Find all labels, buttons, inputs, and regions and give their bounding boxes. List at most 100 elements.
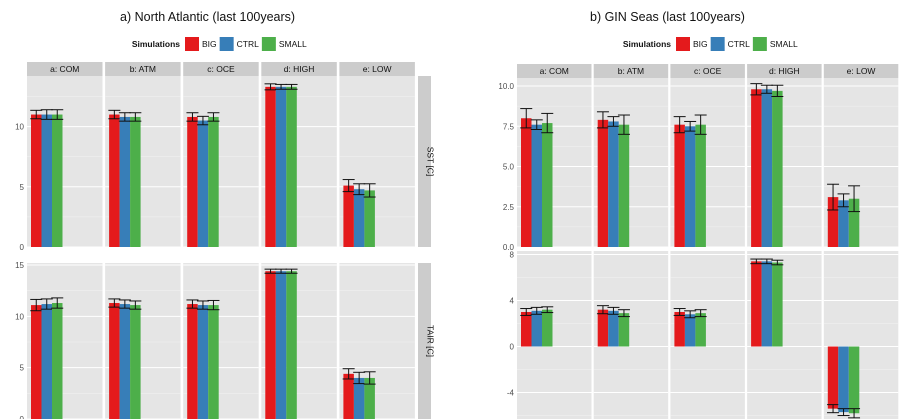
error-bar xyxy=(848,185,861,213)
bar-big-b xyxy=(109,114,120,247)
legend: Simulations BIG CTRL SMALL xyxy=(623,37,798,51)
error-bar xyxy=(607,306,620,315)
row-label: TAIR [C] xyxy=(426,325,436,357)
error-bar xyxy=(353,183,366,196)
y-tick-label: 5.0 xyxy=(503,163,515,172)
bar-small-e xyxy=(364,190,375,247)
legend-swatch-big xyxy=(676,37,690,51)
chart-gin-seas: b) GIN Seas (last 100years) Simulations BI… xyxy=(498,10,899,419)
bar-big-a xyxy=(31,114,42,247)
error-bar xyxy=(541,306,554,314)
error-bar xyxy=(207,299,220,311)
y-tick-label: 4 xyxy=(510,296,515,305)
y-tick-label: 0 xyxy=(20,243,25,252)
bar-small-e xyxy=(848,346,860,414)
chart-title: b) GIN Seas (last 100years) xyxy=(590,10,745,24)
legend-label-ctrl: CTRL xyxy=(728,39,750,49)
error-bar xyxy=(51,109,64,120)
error-bar xyxy=(848,408,861,419)
y-tick-label: 0 xyxy=(510,343,515,352)
bar-ctrl-c xyxy=(684,126,696,247)
error-bar xyxy=(129,300,142,310)
legend: Simulations BIG CTRL SMALL xyxy=(132,37,307,51)
y-tick-label: 5 xyxy=(20,183,25,192)
y-tick-label: 5 xyxy=(20,364,25,373)
error-bar xyxy=(837,193,850,208)
error-bar xyxy=(541,112,554,134)
legend-label-small: SMALL xyxy=(770,39,798,49)
bar-big-b xyxy=(597,119,609,247)
error-bar xyxy=(750,83,763,96)
error-bar xyxy=(771,84,784,98)
bar-ctrl-d xyxy=(275,271,287,419)
chart-title: a) North Atlantic (last 100years) xyxy=(120,10,295,24)
bar-ctrl-c xyxy=(197,305,209,419)
error-bar xyxy=(673,116,686,134)
error-bar xyxy=(275,83,288,90)
bar-big-d xyxy=(265,86,276,247)
facet-strip xyxy=(593,64,669,78)
error-bar xyxy=(694,114,707,135)
bar-ctrl-b xyxy=(608,121,619,247)
facet-label: e: LOW xyxy=(363,64,392,74)
bar-big-e xyxy=(827,197,839,247)
facet-label: e: LOW xyxy=(847,66,876,76)
y-tick-label: 15 xyxy=(15,261,24,270)
bar-small-a xyxy=(52,114,63,247)
facet-strip xyxy=(261,62,337,76)
facet-strip xyxy=(517,64,592,78)
legend-swatch-ctrl xyxy=(710,37,725,51)
bar-big-d xyxy=(751,261,762,347)
error-bar xyxy=(118,299,131,309)
facet-label: a: COM xyxy=(540,66,569,76)
bar-ctrl-a xyxy=(41,304,52,419)
error-bar xyxy=(617,309,630,318)
error-bar xyxy=(186,112,199,122)
bar-big-c xyxy=(674,124,685,247)
error-bar xyxy=(596,111,609,129)
error-bar xyxy=(108,298,121,308)
bar-ctrl-b xyxy=(608,310,619,347)
error-bar xyxy=(771,259,784,266)
error-bar xyxy=(40,109,53,120)
bar-small-b xyxy=(130,116,141,247)
error-bar xyxy=(684,310,697,319)
row-strip xyxy=(418,263,431,419)
facet-strip xyxy=(27,62,103,76)
error-bar xyxy=(342,368,355,380)
error-bar xyxy=(275,268,288,274)
y-tick-label: 8 xyxy=(510,250,515,259)
facet-strip xyxy=(339,62,415,76)
facet-label: a: COM xyxy=(50,64,79,74)
facet-strip xyxy=(183,62,259,76)
bar-small-a xyxy=(542,309,553,347)
y-tick-label: -4 xyxy=(507,389,515,398)
facet-strip xyxy=(823,64,899,78)
facet-strip xyxy=(670,64,745,78)
legend-label-ctrl: CTRL xyxy=(237,39,259,49)
legend-swatch-big xyxy=(185,37,199,51)
bar-big-a xyxy=(31,305,42,419)
error-bar xyxy=(129,112,142,122)
error-bar xyxy=(30,109,43,120)
bar-small-c xyxy=(695,124,706,247)
error-bar xyxy=(285,83,298,90)
error-bar xyxy=(684,120,697,132)
bar-small-a xyxy=(52,303,63,419)
bar-ctrl-a xyxy=(531,124,542,247)
bar-big-d xyxy=(265,271,276,419)
error-bar xyxy=(607,116,620,127)
error-bar xyxy=(342,179,355,193)
error-bar xyxy=(520,308,533,316)
error-bar xyxy=(196,115,209,126)
error-bar xyxy=(207,112,220,122)
bar-big-b xyxy=(597,309,609,347)
bar-ctrl-e xyxy=(838,346,849,413)
bar-big-c xyxy=(187,116,198,247)
error-bar xyxy=(118,112,131,122)
chart-north-atlantic: a) North Atlantic (last 100years) Simulat… xyxy=(15,10,436,419)
error-bar xyxy=(750,258,763,265)
error-bar xyxy=(694,309,707,318)
y-tick-label: 10 xyxy=(15,312,24,321)
